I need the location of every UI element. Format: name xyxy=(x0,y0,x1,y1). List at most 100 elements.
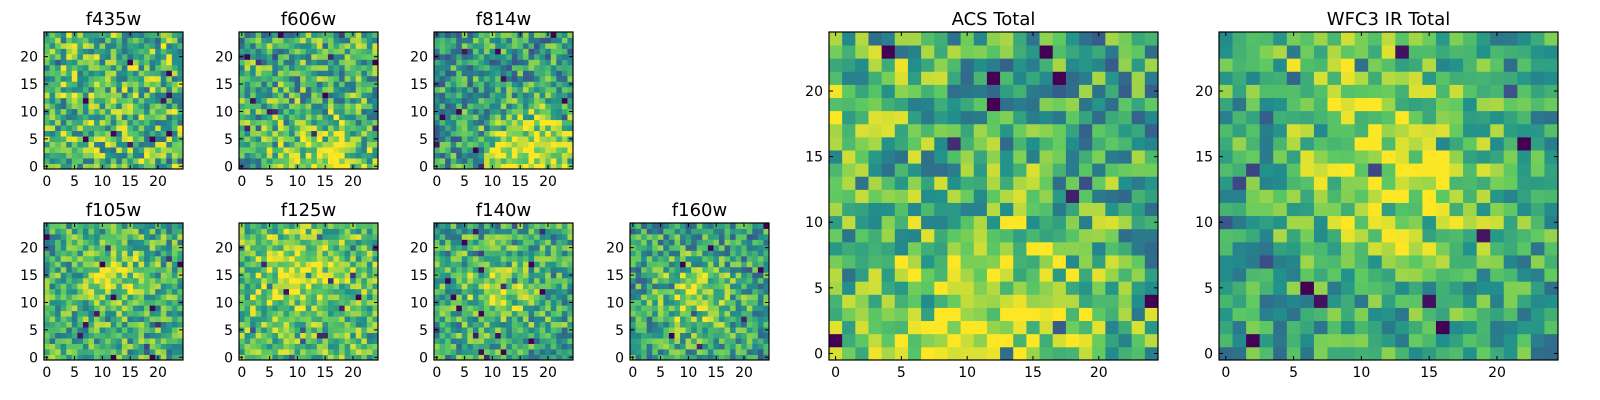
heatmap-cell xyxy=(322,53,329,60)
heatmap-cell xyxy=(71,239,78,246)
heatmap-cell xyxy=(177,130,184,137)
heatmap-cell xyxy=(1000,150,1014,164)
heatmap-cell xyxy=(149,32,156,38)
heatmap-cell xyxy=(757,354,764,361)
heatmap-cell xyxy=(239,343,245,350)
heatmap-cell xyxy=(283,244,290,251)
heatmap-cell xyxy=(986,320,1001,335)
heatmap-cell xyxy=(663,338,670,344)
heatmap-cell xyxy=(489,53,496,60)
heatmap-cell xyxy=(445,223,452,229)
heatmap-cell xyxy=(1039,215,1054,230)
heatmap-cell xyxy=(82,294,89,301)
heatmap-cell xyxy=(144,338,151,344)
heatmap-cell xyxy=(121,152,128,159)
heatmap-cell xyxy=(266,294,273,301)
heatmap-cell xyxy=(1039,255,1054,269)
heatmap-cell xyxy=(149,255,156,262)
heatmap-cell xyxy=(550,239,557,246)
heatmap-cell xyxy=(663,299,670,306)
heatmap-cell xyxy=(71,261,78,268)
heatmap-cell xyxy=(1131,228,1146,243)
heatmap-cell xyxy=(339,114,346,121)
heatmap-cell xyxy=(177,141,184,148)
heatmap-cell xyxy=(60,108,67,115)
heatmap-cell xyxy=(160,141,167,148)
heatmap-cell xyxy=(344,32,351,38)
heatmap-cell xyxy=(105,81,112,88)
heatmap-cell xyxy=(702,332,709,339)
heatmap-cell xyxy=(691,338,698,344)
heatmap-cell xyxy=(82,299,89,306)
heatmap-cell xyxy=(668,244,675,251)
heatmap-cell xyxy=(110,288,117,295)
heatmap-cell xyxy=(94,75,100,82)
heatmap-cell xyxy=(322,119,329,126)
heatmap-cell xyxy=(707,305,714,312)
heatmap-cell xyxy=(350,130,357,137)
heatmap-cell xyxy=(646,349,653,355)
heatmap-cell xyxy=(652,343,659,350)
heatmap-cell xyxy=(99,250,106,257)
heatmap-cell xyxy=(261,343,268,350)
heatmap-cell xyxy=(947,202,961,217)
heatmap-cell xyxy=(55,255,62,262)
heatmap-cell xyxy=(534,125,541,132)
heatmap-cell xyxy=(49,299,56,306)
heatmap-cell xyxy=(461,130,468,137)
heatmap-cell xyxy=(322,310,329,317)
heatmap-cell xyxy=(277,97,284,104)
heatmap-cell xyxy=(82,147,89,153)
heatmap-cell xyxy=(166,321,173,328)
heatmap-cell xyxy=(171,228,178,235)
heatmap-cell xyxy=(294,42,301,49)
heatmap-cell xyxy=(461,81,468,88)
heatmap-cell xyxy=(94,354,100,361)
heatmap-cell xyxy=(77,158,84,164)
heatmap-cell xyxy=(366,136,373,142)
heatmap-cell xyxy=(495,53,502,60)
heatmap-cell xyxy=(894,241,909,256)
heatmap-cell xyxy=(489,233,496,240)
heatmap-cell xyxy=(500,70,507,77)
heatmap-cell xyxy=(934,294,948,308)
heatmap-cell xyxy=(484,97,490,104)
heatmap-cell xyxy=(489,114,496,121)
heatmap-cell xyxy=(116,152,123,159)
heatmap-cell xyxy=(517,233,524,240)
heatmap-cell xyxy=(500,59,507,66)
heatmap-cell xyxy=(550,349,557,355)
heatmap-cell xyxy=(467,103,474,110)
heatmap-cell xyxy=(127,316,134,323)
panel-title: f140w xyxy=(476,200,531,221)
heatmap-cell xyxy=(94,32,100,38)
heatmap-cell xyxy=(160,86,167,93)
heatmap-cell xyxy=(138,59,145,66)
heatmap-cell xyxy=(272,37,279,44)
heatmap-cell xyxy=(94,136,100,142)
heatmap-cell xyxy=(110,136,117,142)
heatmap-cell xyxy=(160,64,167,71)
heatmap-cell xyxy=(1105,163,1119,177)
heatmap-cell xyxy=(718,321,725,328)
heatmap-cell xyxy=(171,103,178,110)
heatmap-cell xyxy=(322,114,329,121)
heatmap-cell xyxy=(472,136,479,142)
heatmap-cell xyxy=(663,272,670,279)
heatmap-cell xyxy=(289,70,295,77)
heatmap-cell xyxy=(99,70,106,77)
heatmap-cell xyxy=(707,310,714,317)
heatmap-cell xyxy=(361,130,368,137)
heatmap-cell xyxy=(461,233,468,240)
heatmap-cell xyxy=(110,338,117,344)
heatmap-cell xyxy=(652,277,659,284)
heatmap-cell xyxy=(484,163,490,170)
heatmap-cell xyxy=(484,92,490,99)
heatmap-cell xyxy=(534,272,541,279)
heatmap-cell xyxy=(55,233,62,240)
heatmap-cell xyxy=(171,305,178,312)
heatmap-cell xyxy=(539,305,546,312)
heatmap-cell xyxy=(333,327,340,333)
heatmap-cell xyxy=(511,239,518,246)
heatmap-cell xyxy=(155,136,162,142)
